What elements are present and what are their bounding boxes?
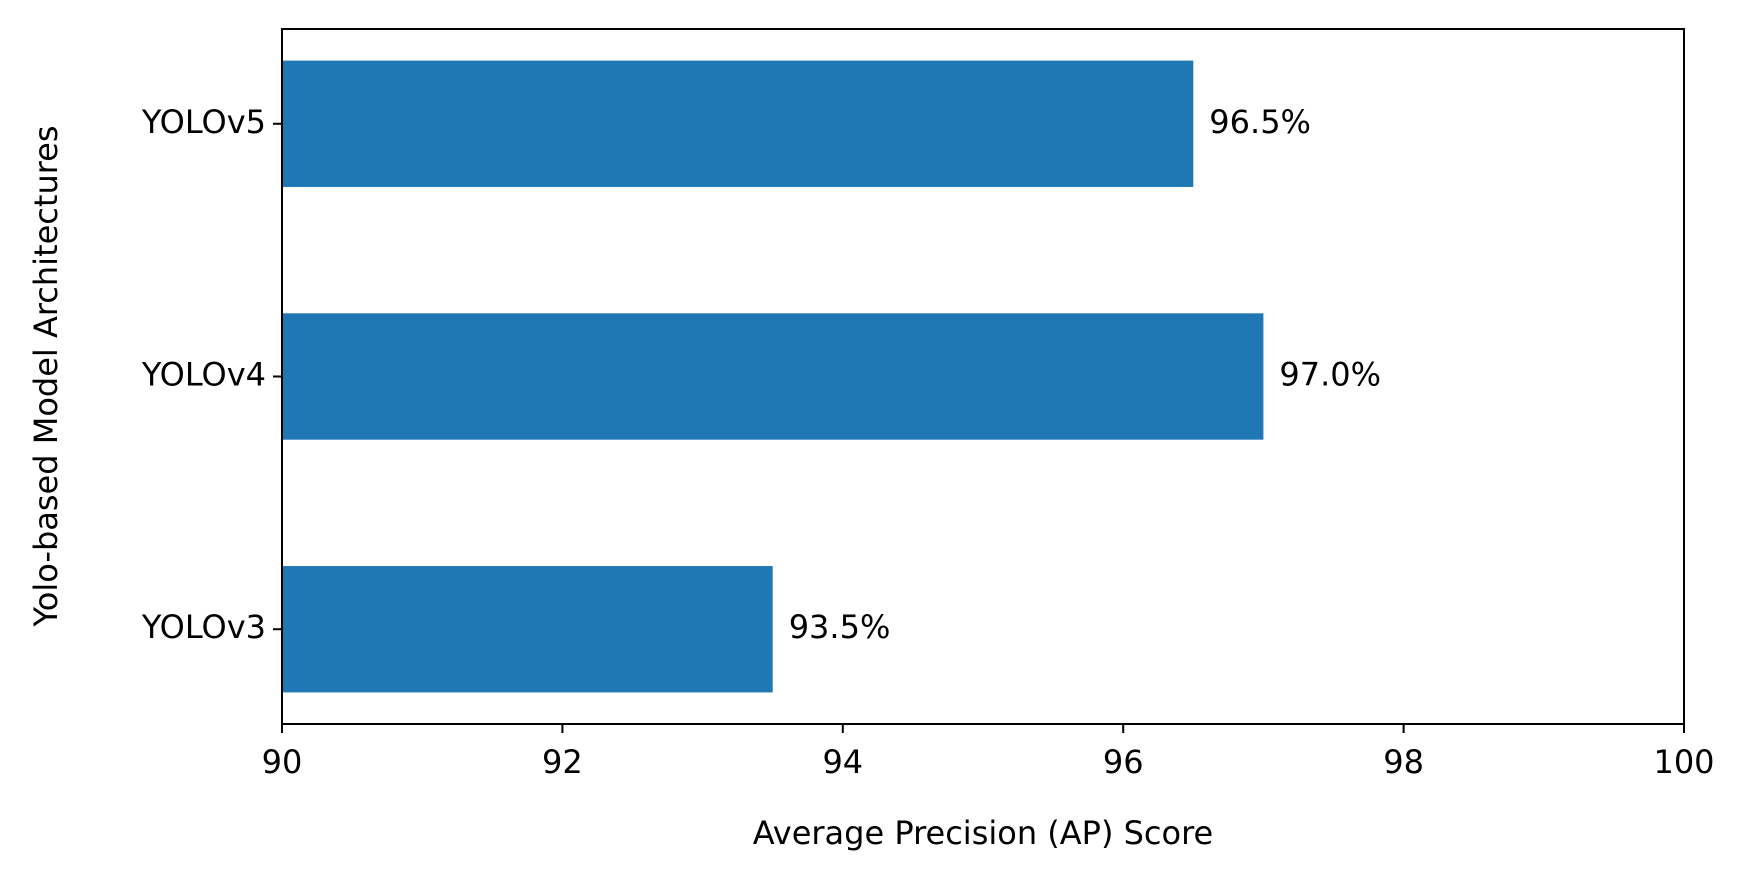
value-label: 96.5% xyxy=(1209,103,1311,141)
value-label: 97.0% xyxy=(1279,356,1381,394)
bar xyxy=(282,566,773,693)
y-tick-label: YOLOv4 xyxy=(141,356,266,394)
value-label: 93.5% xyxy=(789,608,891,646)
bar xyxy=(282,60,1194,187)
x-tick-label: 94 xyxy=(822,743,863,781)
x-tick-label: 98 xyxy=(1383,743,1424,781)
bar xyxy=(282,313,1264,440)
x-tick-label: 100 xyxy=(1653,743,1714,781)
plot-frame xyxy=(281,28,1685,725)
y-tick-label: YOLOv5 xyxy=(141,103,266,141)
x-axis-label: Average Precision (AP) Score xyxy=(753,814,1213,852)
y-axis-label: Yolo-based Model Architectures xyxy=(27,125,65,627)
x-tick-label: 90 xyxy=(262,743,303,781)
y-tick-label: YOLOv3 xyxy=(141,608,266,646)
x-tick-label: 96 xyxy=(1103,743,1144,781)
x-tick-label: 92 xyxy=(542,743,583,781)
